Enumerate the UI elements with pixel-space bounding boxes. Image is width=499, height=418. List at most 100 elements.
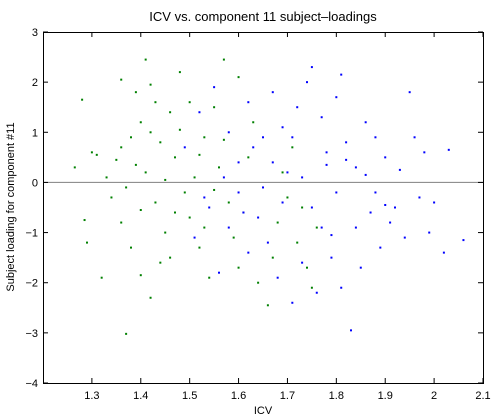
y-tick-label: −2 [25, 278, 38, 290]
chart-title: ICV vs. component 11 subject–loadings [149, 9, 377, 24]
data-point-s1-69 [398, 168, 401, 171]
data-point-s1-1 [198, 111, 201, 114]
data-point-s0-62 [134, 163, 137, 166]
data-point-s1-39 [320, 226, 323, 229]
data-point-s0-21 [149, 296, 152, 299]
data-point-s1-8 [281, 126, 284, 129]
data-point-s1-67 [374, 136, 377, 139]
data-point-s1-43 [276, 276, 279, 279]
data-point-s0-4 [83, 219, 86, 222]
data-point-s0-11 [149, 83, 152, 86]
data-point-s0-43 [237, 266, 240, 269]
x-tick-label: 1.9 [378, 390, 393, 402]
data-point-s0-0 [73, 166, 76, 169]
data-point-s0-48 [257, 281, 260, 284]
data-point-s1-33 [379, 246, 382, 249]
data-point-s0-45 [247, 156, 250, 159]
data-point-s1-40 [315, 291, 318, 294]
y-tick-label: −1 [25, 228, 38, 240]
x-tick-label: 2.1 [475, 390, 490, 402]
data-point-s1-27 [462, 239, 465, 242]
data-point-s0-46 [252, 121, 255, 124]
data-point-s0-56 [310, 286, 313, 289]
x-tick-label: 2 [431, 390, 437, 402]
data-point-s0-19 [130, 246, 132, 249]
data-point-s1-64 [345, 158, 348, 161]
data-point-s1-70 [340, 73, 343, 76]
data-points [73, 58, 465, 335]
data-point-s0-34 [208, 276, 211, 279]
data-point-s1-60 [301, 176, 304, 179]
data-point-s1-68 [384, 203, 387, 206]
data-point-s0-57 [306, 266, 308, 269]
data-point-s1-17 [354, 166, 357, 169]
data-point-s0-41 [227, 201, 230, 204]
data-point-s0-8 [120, 78, 123, 81]
x-tick-label: 1.7 [280, 390, 295, 402]
y-tick-label: 2 [32, 77, 38, 89]
data-point-s1-12 [310, 66, 313, 69]
data-point-s0-29 [188, 101, 191, 104]
x-tick-label: 1.6 [231, 390, 246, 402]
data-point-s0-3 [95, 153, 98, 156]
data-point-s0-65 [164, 178, 167, 181]
data-point-s1-51 [193, 236, 196, 239]
y-tick-label: −4 [25, 378, 38, 390]
y-tick-label: 1 [32, 127, 38, 139]
x-tick-label: 1.5 [182, 390, 197, 402]
data-point-s1-31 [403, 236, 406, 239]
data-point-s0-40 [218, 166, 220, 169]
data-point-s1-50 [208, 206, 211, 209]
data-point-s0-13 [130, 136, 132, 139]
data-point-s1-61 [310, 206, 313, 209]
data-point-s1-28 [442, 251, 445, 254]
data-point-s0-28 [178, 71, 181, 74]
data-point-s1-0 [183, 146, 186, 149]
data-point-s1-13 [320, 116, 323, 119]
y-tick-label: −3 [25, 328, 38, 340]
data-point-s0-55 [301, 206, 304, 209]
data-point-s1-3 [227, 131, 230, 134]
data-point-s1-63 [335, 191, 338, 194]
data-point-s0-6 [100, 276, 103, 279]
data-point-s0-59 [291, 146, 294, 149]
data-point-s1-53 [222, 176, 225, 179]
data-point-s1-55 [252, 146, 255, 149]
data-point-s0-66 [174, 211, 176, 214]
data-point-s0-31 [183, 191, 186, 194]
data-point-s1-16 [345, 141, 348, 144]
data-point-s0-64 [154, 101, 157, 104]
data-point-s0-37 [203, 136, 206, 139]
data-point-s1-66 [364, 173, 367, 176]
data-point-s1-38 [330, 256, 333, 259]
data-point-s1-2 [213, 86, 216, 89]
data-point-s0-23 [164, 231, 167, 234]
data-point-s0-5 [86, 241, 88, 244]
data-point-s0-33 [198, 246, 201, 249]
data-point-s1-56 [262, 186, 264, 189]
data-point-s1-58 [281, 201, 284, 204]
data-point-s1-20 [384, 156, 387, 159]
x-tick-label: 1.4 [133, 390, 148, 402]
data-point-s1-32 [389, 221, 392, 224]
data-point-s0-51 [276, 221, 279, 224]
data-point-s1-65 [354, 226, 357, 229]
data-point-s0-25 [144, 171, 147, 174]
x-axis-label: ICV [254, 405, 273, 417]
data-point-s1-22 [408, 91, 411, 94]
data-point-s1-57 [271, 161, 274, 164]
data-point-s1-15 [335, 96, 338, 99]
data-point-s0-71 [149, 131, 152, 134]
data-point-s1-46 [247, 251, 250, 254]
data-point-s0-69 [222, 138, 225, 141]
data-point-s0-15 [115, 158, 118, 161]
data-point-s0-52 [281, 171, 284, 174]
data-point-s1-35 [359, 266, 362, 269]
data-point-s0-70 [139, 209, 142, 212]
data-point-s1-36 [350, 329, 352, 332]
data-point-s0-35 [203, 226, 206, 229]
data-point-s1-10 [296, 106, 299, 109]
data-point-s1-14 [325, 151, 328, 154]
data-point-s1-5 [247, 101, 250, 104]
